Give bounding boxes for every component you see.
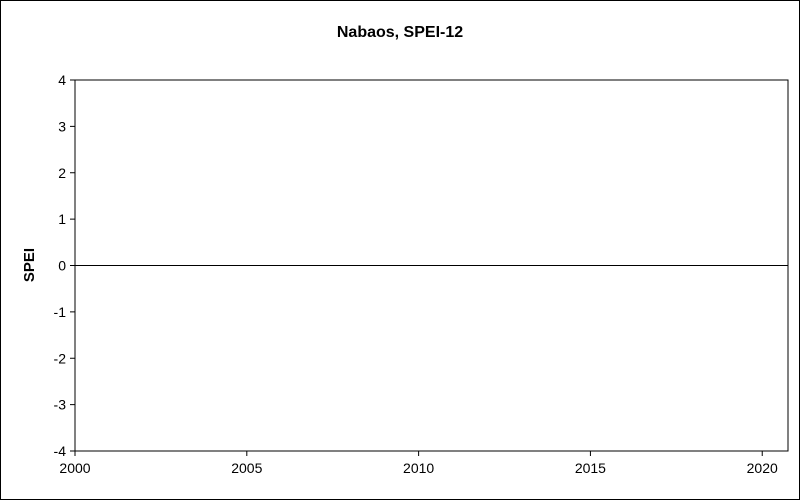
y-tick-label: -3 [54,397,67,413]
x-tick-label: 2015 [575,460,606,476]
y-tick-label: 3 [58,118,66,134]
y-tick-label: 0 [58,258,66,274]
x-tick-label: 2000 [59,460,90,476]
x-tick-label: 2020 [747,460,778,476]
y-tick-label: 2 [58,165,66,181]
y-axis-title: SPEI [21,248,38,282]
y-tick-label: 1 [58,211,66,227]
y-tick-label: -1 [54,304,67,320]
y-tick-label: 4 [58,72,66,88]
x-tick-label: 2010 [403,460,434,476]
chart-title: Nabaos, SPEI-12 [337,24,463,41]
axes [70,79,789,456]
x-tick-label: 2005 [231,460,262,476]
y-tick-label: -4 [54,443,67,459]
y-tick-label: -2 [54,350,67,366]
tick-labels: -4 -3 -2 -1 0 1 2 3 4 2000 2005 2010 2015 2020 [54,72,778,476]
